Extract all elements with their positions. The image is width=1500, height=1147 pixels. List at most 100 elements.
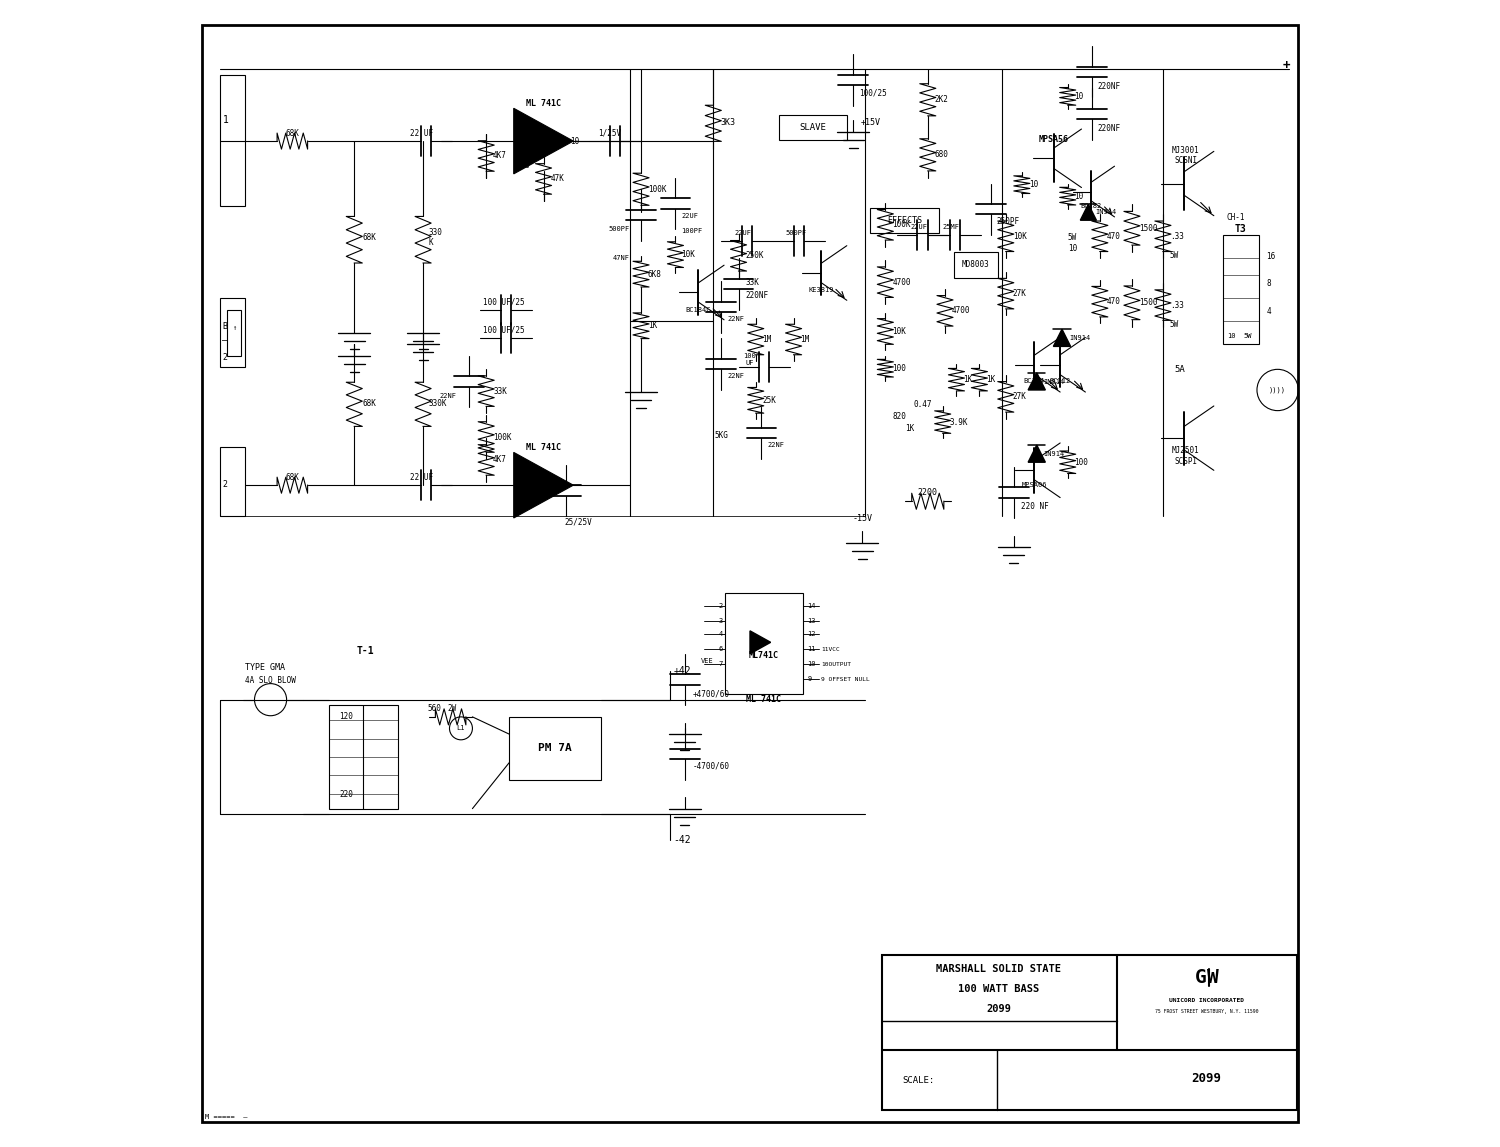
Text: 68K: 68K [363, 399, 376, 408]
Text: G: G [1196, 968, 1206, 986]
Text: 22UF: 22UF [735, 229, 752, 236]
Text: 11: 11 [807, 646, 816, 653]
Text: MJ3001: MJ3001 [1172, 146, 1200, 155]
Text: 0.47: 0.47 [914, 400, 933, 409]
Text: 100
UF: 100 UF [744, 352, 756, 366]
Text: IN914: IN914 [1070, 335, 1090, 342]
Text: 10: 10 [1029, 180, 1038, 189]
Text: 120: 120 [339, 712, 352, 721]
Text: 22 UF: 22 UF [411, 473, 434, 482]
Polygon shape [1080, 204, 1096, 220]
Text: IN914: IN914 [1044, 379, 1065, 385]
Text: 1500: 1500 [1138, 224, 1158, 233]
Text: 10: 10 [1074, 192, 1084, 201]
Text: +4700/60: +4700/60 [693, 689, 729, 699]
Text: 1/25V: 1/25V [598, 128, 621, 138]
Text: 14: 14 [807, 602, 816, 609]
Text: MD8003: MD8003 [962, 260, 990, 270]
Text: IN914: IN914 [1044, 451, 1065, 458]
Text: 560: 560 [427, 704, 441, 713]
Text: 68K: 68K [363, 233, 376, 242]
Text: ↑: ↑ [231, 325, 236, 331]
Text: )))): )))) [1269, 387, 1286, 393]
Text: 680: 680 [934, 150, 948, 159]
Text: UNICORD INCORPORATED: UNICORD INCORPORATED [1168, 998, 1244, 1002]
Text: 33K: 33K [494, 387, 507, 396]
Text: 10: 10 [1227, 333, 1236, 340]
Text: 100K: 100K [494, 432, 512, 442]
Text: 100K: 100K [648, 185, 666, 194]
Text: PM 7A: PM 7A [538, 743, 572, 752]
Text: 22NF: 22NF [440, 392, 456, 399]
Text: MPSA56: MPSA56 [1040, 135, 1070, 145]
Text: 22UF: 22UF [681, 212, 698, 219]
Text: .33: .33 [1170, 232, 1184, 241]
Text: 330K: 330K [429, 399, 447, 408]
Text: T-1: T-1 [357, 647, 375, 656]
Text: MARSHALL SOLID STATE: MARSHALL SOLID STATE [936, 965, 1062, 974]
Text: 5W: 5W [1068, 233, 1077, 242]
Text: 250K: 250K [746, 251, 764, 260]
Text: 1K: 1K [648, 321, 657, 330]
Text: +15V: +15V [861, 118, 880, 127]
Text: 220NF: 220NF [1098, 81, 1120, 91]
Text: 1M: 1M [801, 335, 810, 344]
Polygon shape [1028, 445, 1045, 462]
Text: 220 NF: 220 NF [1020, 502, 1048, 512]
Text: 9: 9 [807, 676, 812, 682]
Text: 22UF: 22UF [910, 224, 927, 231]
Text: 820: 820 [892, 412, 906, 421]
Text: 6: 6 [524, 161, 528, 170]
Text: MJ2501: MJ2501 [1172, 446, 1200, 455]
Text: 220: 220 [339, 790, 352, 799]
Text: 10K: 10K [892, 327, 906, 336]
Text: -42: -42 [674, 835, 692, 844]
Text: 1K: 1K [987, 375, 996, 384]
Text: 100 UF/25: 100 UF/25 [483, 297, 524, 306]
Text: 4700: 4700 [952, 306, 970, 315]
Text: 1K: 1K [904, 424, 914, 434]
Text: 25/25V: 25/25V [564, 517, 592, 526]
Text: -15V: -15V [852, 514, 873, 523]
Text: 1: 1 [222, 116, 228, 125]
Text: 4: 4 [1266, 307, 1270, 317]
Text: +: + [1282, 58, 1290, 72]
Bar [724, 593, 803, 694]
Text: 5A: 5A [1174, 365, 1185, 374]
Text: 68K: 68K [285, 473, 300, 482]
Bar [882, 955, 1298, 1110]
Text: 10: 10 [807, 661, 816, 668]
Text: 12: 12 [807, 631, 816, 638]
Text: 1K: 1K [963, 375, 972, 384]
Text: 4K7: 4K7 [494, 151, 507, 161]
Text: 3.9K: 3.9K [950, 418, 968, 427]
Text: 470: 470 [1107, 232, 1120, 241]
Text: ML 741C: ML 741C [526, 443, 561, 452]
Text: .33: .33 [1170, 301, 1184, 310]
Text: 25MF: 25MF [942, 224, 958, 231]
Text: 100 WATT BASS: 100 WATT BASS [958, 984, 1040, 993]
Text: 2W: 2W [447, 704, 456, 713]
Text: 6: 6 [718, 646, 723, 653]
Text: L1: L1 [456, 725, 465, 732]
Text: 5W: 5W [1170, 320, 1179, 329]
Text: M =====  —: M ===== — [206, 1114, 248, 1121]
Text: MPSA06: MPSA06 [1022, 482, 1047, 489]
Text: 100: 100 [892, 364, 906, 373]
Text: KE3819: KE3819 [808, 287, 834, 294]
Text: 220NF: 220NF [746, 291, 768, 301]
Text: 4700: 4700 [892, 278, 910, 287]
Text: SCALE:: SCALE: [903, 1076, 934, 1085]
Text: BC184C: BC184C [686, 306, 711, 313]
Text: 47K: 47K [550, 174, 564, 184]
Text: ML741C: ML741C [748, 651, 778, 661]
Text: SCSNI: SCSNI [1174, 156, 1197, 165]
Text: BC184: BC184 [1024, 377, 1045, 384]
Text: 250PF: 250PF [996, 217, 1020, 226]
Polygon shape [750, 631, 771, 654]
Text: W: W [1206, 968, 1218, 986]
Text: 100 UF/25: 100 UF/25 [483, 326, 524, 335]
Text: SLAVE: SLAVE [800, 123, 826, 132]
Text: 500PF: 500PF [786, 229, 807, 236]
Text: 33K: 33K [746, 278, 759, 287]
